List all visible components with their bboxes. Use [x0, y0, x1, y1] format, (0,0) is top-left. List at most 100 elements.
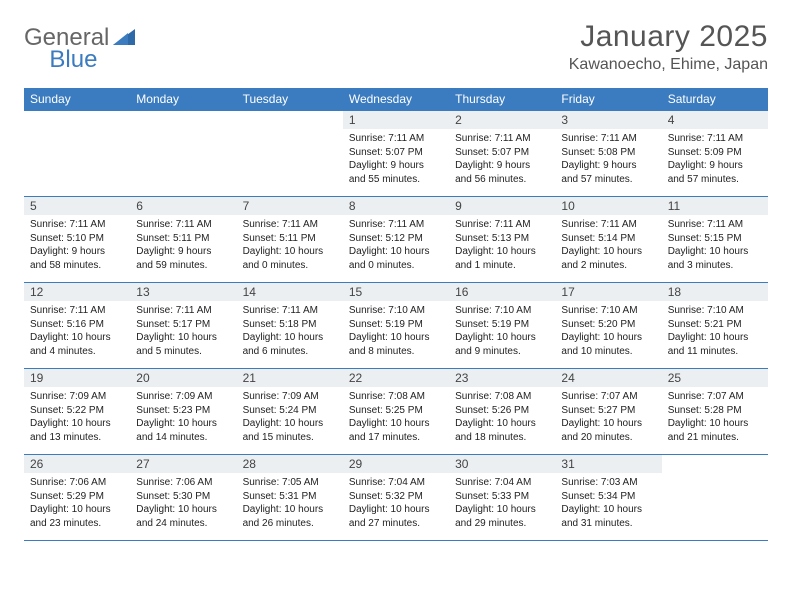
- daylight-text: Daylight: 9 hours and 59 minutes.: [136, 245, 230, 272]
- daylight-text: Daylight: 9 hours and 55 minutes.: [349, 159, 443, 186]
- sunset-text: Sunset: 5:33 PM: [455, 490, 549, 504]
- daylight-text: Daylight: 10 hours and 17 minutes.: [349, 417, 443, 444]
- calendar-week-row: 12Sunrise: 7:11 AMSunset: 5:16 PMDayligh…: [24, 283, 768, 369]
- calendar-week-row: 1Sunrise: 7:11 AMSunset: 5:07 PMDaylight…: [24, 111, 768, 197]
- daylight-text: Daylight: 9 hours and 57 minutes.: [561, 159, 655, 186]
- day-details: Sunrise: 7:11 AMSunset: 5:12 PMDaylight:…: [343, 215, 449, 275]
- day-details: Sunrise: 7:06 AMSunset: 5:30 PMDaylight:…: [130, 473, 236, 533]
- calendar-day-cell: [662, 455, 768, 541]
- calendar-day-cell: 27Sunrise: 7:06 AMSunset: 5:30 PMDayligh…: [130, 455, 236, 541]
- weekday-header: Tuesday: [237, 88, 343, 111]
- sunrise-text: Sunrise: 7:11 AM: [349, 218, 443, 232]
- daylight-text: Daylight: 10 hours and 2 minutes.: [561, 245, 655, 272]
- sunset-text: Sunset: 5:14 PM: [561, 232, 655, 246]
- day-number: 15: [343, 283, 449, 301]
- weekday-header: Sunday: [24, 88, 130, 111]
- day-details: Sunrise: 7:11 AMSunset: 5:07 PMDaylight:…: [343, 129, 449, 189]
- day-number: 14: [237, 283, 343, 301]
- sunrise-text: Sunrise: 7:03 AM: [561, 476, 655, 490]
- sunrise-text: Sunrise: 7:11 AM: [561, 218, 655, 232]
- day-details: Sunrise: 7:11 AMSunset: 5:11 PMDaylight:…: [130, 215, 236, 275]
- day-details: Sunrise: 7:09 AMSunset: 5:22 PMDaylight:…: [24, 387, 130, 447]
- day-details: Sunrise: 7:06 AMSunset: 5:29 PMDaylight:…: [24, 473, 130, 533]
- daylight-text: Daylight: 10 hours and 0 minutes.: [349, 245, 443, 272]
- sunset-text: Sunset: 5:27 PM: [561, 404, 655, 418]
- sunrise-text: Sunrise: 7:11 AM: [243, 304, 337, 318]
- logo-text-blue: Blue: [49, 46, 97, 74]
- weekday-header: Friday: [555, 88, 661, 111]
- sunrise-text: Sunrise: 7:11 AM: [455, 132, 549, 146]
- daylight-text: Daylight: 10 hours and 5 minutes.: [136, 331, 230, 358]
- sunset-text: Sunset: 5:19 PM: [455, 318, 549, 332]
- day-details: Sunrise: 7:04 AMSunset: 5:33 PMDaylight:…: [449, 473, 555, 533]
- sunset-text: Sunset: 5:16 PM: [30, 318, 124, 332]
- daylight-text: Daylight: 10 hours and 1 minute.: [455, 245, 549, 272]
- sunrise-text: Sunrise: 7:08 AM: [455, 390, 549, 404]
- day-number: 5: [24, 197, 130, 215]
- sunrise-text: Sunrise: 7:06 AM: [30, 476, 124, 490]
- day-number: 3: [555, 111, 661, 129]
- day-number: 30: [449, 455, 555, 473]
- day-number: 25: [662, 369, 768, 387]
- day-details: Sunrise: 7:11 AMSunset: 5:17 PMDaylight:…: [130, 301, 236, 361]
- calendar-day-cell: 24Sunrise: 7:07 AMSunset: 5:27 PMDayligh…: [555, 369, 661, 455]
- sunrise-text: Sunrise: 7:11 AM: [668, 132, 762, 146]
- day-details: Sunrise: 7:03 AMSunset: 5:34 PMDaylight:…: [555, 473, 661, 533]
- calendar-day-cell: 11Sunrise: 7:11 AMSunset: 5:15 PMDayligh…: [662, 197, 768, 283]
- day-number: 27: [130, 455, 236, 473]
- calendar-day-cell: 3Sunrise: 7:11 AMSunset: 5:08 PMDaylight…: [555, 111, 661, 197]
- sunrise-text: Sunrise: 7:10 AM: [668, 304, 762, 318]
- weekday-header: Wednesday: [343, 88, 449, 111]
- sunset-text: Sunset: 5:26 PM: [455, 404, 549, 418]
- day-details: Sunrise: 7:08 AMSunset: 5:26 PMDaylight:…: [449, 387, 555, 447]
- calendar-day-cell: 14Sunrise: 7:11 AMSunset: 5:18 PMDayligh…: [237, 283, 343, 369]
- day-number: 7: [237, 197, 343, 215]
- sunset-text: Sunset: 5:09 PM: [668, 146, 762, 160]
- month-title: January 2025: [569, 20, 768, 54]
- day-details: Sunrise: 7:11 AMSunset: 5:10 PMDaylight:…: [24, 215, 130, 275]
- daylight-text: Daylight: 9 hours and 56 minutes.: [455, 159, 549, 186]
- sunset-text: Sunset: 5:10 PM: [30, 232, 124, 246]
- daylight-text: Daylight: 10 hours and 24 minutes.: [136, 503, 230, 530]
- calendar-day-cell: 9Sunrise: 7:11 AMSunset: 5:13 PMDaylight…: [449, 197, 555, 283]
- sunrise-text: Sunrise: 7:11 AM: [455, 218, 549, 232]
- sunset-text: Sunset: 5:07 PM: [455, 146, 549, 160]
- sunrise-text: Sunrise: 7:11 AM: [561, 132, 655, 146]
- calendar-day-cell: 1Sunrise: 7:11 AMSunset: 5:07 PMDaylight…: [343, 111, 449, 197]
- sunset-text: Sunset: 5:23 PM: [136, 404, 230, 418]
- sunrise-text: Sunrise: 7:10 AM: [455, 304, 549, 318]
- calendar-day-cell: [24, 111, 130, 197]
- day-number: 17: [555, 283, 661, 301]
- calendar-week-row: 5Sunrise: 7:11 AMSunset: 5:10 PMDaylight…: [24, 197, 768, 283]
- sunrise-text: Sunrise: 7:10 AM: [561, 304, 655, 318]
- day-details: Sunrise: 7:11 AMSunset: 5:14 PMDaylight:…: [555, 215, 661, 275]
- sunset-text: Sunset: 5:11 PM: [136, 232, 230, 246]
- day-number: 10: [555, 197, 661, 215]
- daylight-text: Daylight: 10 hours and 23 minutes.: [30, 503, 124, 530]
- day-number: 21: [237, 369, 343, 387]
- day-details: Sunrise: 7:11 AMSunset: 5:09 PMDaylight:…: [662, 129, 768, 189]
- sunrise-text: Sunrise: 7:08 AM: [349, 390, 443, 404]
- calendar-day-cell: 29Sunrise: 7:04 AMSunset: 5:32 PMDayligh…: [343, 455, 449, 541]
- day-details: Sunrise: 7:11 AMSunset: 5:11 PMDaylight:…: [237, 215, 343, 275]
- daylight-text: Daylight: 10 hours and 13 minutes.: [30, 417, 124, 444]
- title-block: January 2025 Kawanoecho, Ehime, Japan: [569, 20, 768, 74]
- day-number: 20: [130, 369, 236, 387]
- day-details: Sunrise: 7:10 AMSunset: 5:20 PMDaylight:…: [555, 301, 661, 361]
- day-number: 29: [343, 455, 449, 473]
- sunset-text: Sunset: 5:28 PM: [668, 404, 762, 418]
- daylight-text: Daylight: 10 hours and 4 minutes.: [30, 331, 124, 358]
- daylight-text: Daylight: 10 hours and 8 minutes.: [349, 331, 443, 358]
- calendar-day-cell: 31Sunrise: 7:03 AMSunset: 5:34 PMDayligh…: [555, 455, 661, 541]
- calendar-day-cell: 30Sunrise: 7:04 AMSunset: 5:33 PMDayligh…: [449, 455, 555, 541]
- sunrise-text: Sunrise: 7:09 AM: [30, 390, 124, 404]
- sunset-text: Sunset: 5:19 PM: [349, 318, 443, 332]
- calendar-day-cell: 8Sunrise: 7:11 AMSunset: 5:12 PMDaylight…: [343, 197, 449, 283]
- sunrise-text: Sunrise: 7:11 AM: [136, 218, 230, 232]
- day-details: Sunrise: 7:04 AMSunset: 5:32 PMDaylight:…: [343, 473, 449, 533]
- day-number: 11: [662, 197, 768, 215]
- sunset-text: Sunset: 5:11 PM: [243, 232, 337, 246]
- day-details: Sunrise: 7:09 AMSunset: 5:24 PMDaylight:…: [237, 387, 343, 447]
- sunset-text: Sunset: 5:12 PM: [349, 232, 443, 246]
- day-number: 4: [662, 111, 768, 129]
